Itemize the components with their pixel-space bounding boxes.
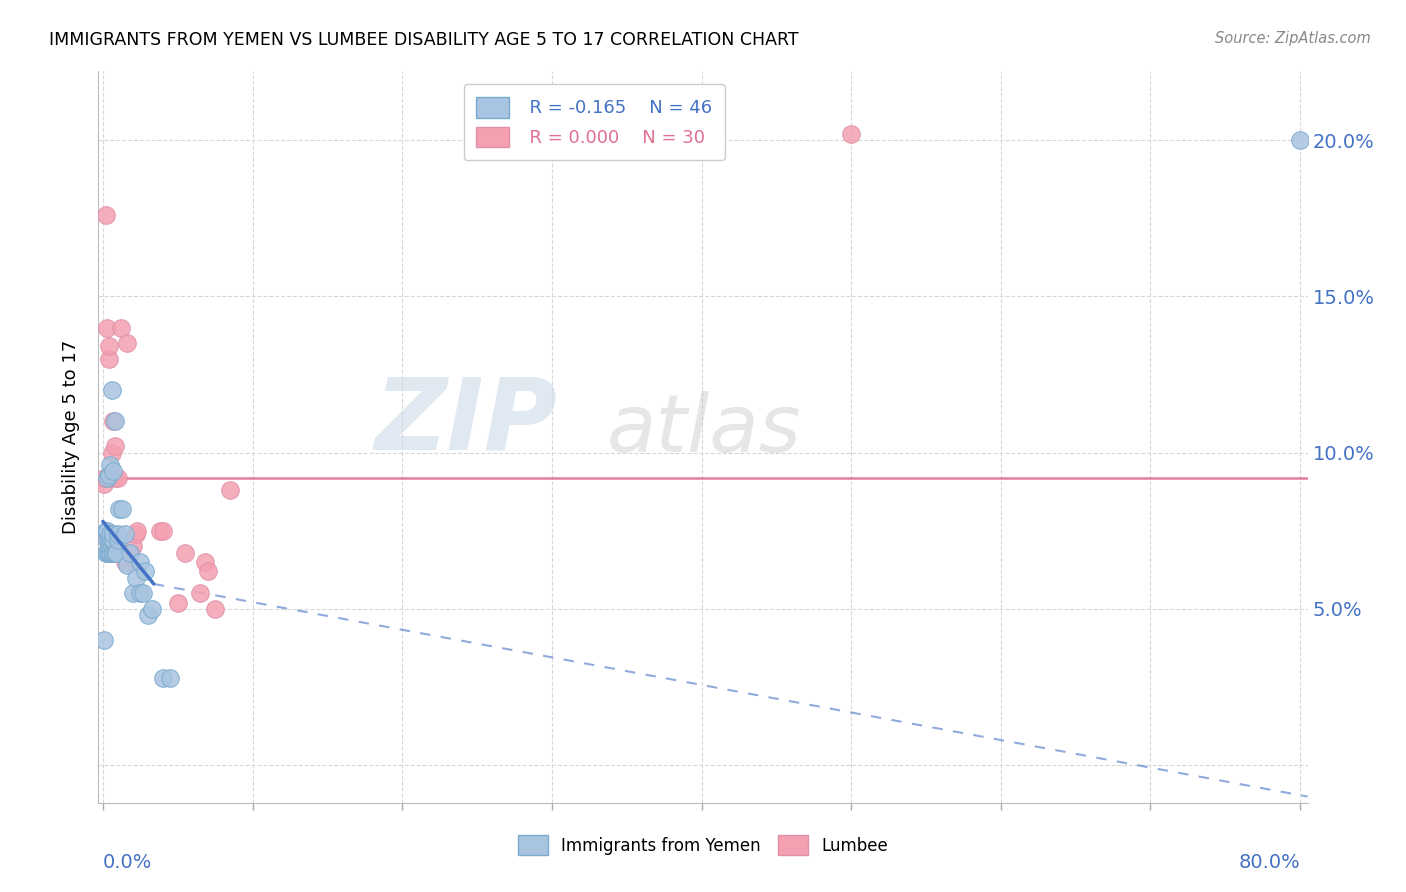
Point [107, 527, 129, 541]
Point [103, 546, 125, 560]
Point [101, 467, 124, 482]
Point [93, 477, 115, 491]
Point [104, 414, 127, 428]
Point [94, 546, 117, 560]
Point [101, 383, 124, 397]
Point [197, 565, 219, 579]
Point [127, 524, 149, 538]
Point [129, 555, 152, 569]
Point [96, 546, 118, 560]
Point [121, 586, 143, 600]
Text: Source: ZipAtlas.com: Source: ZipAtlas.com [1215, 31, 1371, 46]
Point [97, 542, 120, 557]
Point [97, 351, 120, 366]
Point [104, 440, 127, 454]
Point [104, 546, 127, 560]
Legend:   R = -0.165    N = 46,   R = 0.000    N = 30: R = -0.165 N = 46, R = 0.000 N = 30 [464, 84, 724, 160]
Point [94, 208, 117, 222]
Point [111, 502, 134, 516]
Point [114, 555, 136, 569]
Point [152, 524, 174, 538]
Point [107, 471, 129, 485]
Point [152, 671, 174, 685]
Point [105, 546, 128, 560]
Legend: Immigrants from Yemen, Lumbee: Immigrants from Yemen, Lumbee [512, 829, 894, 862]
Point [839, 127, 862, 141]
Point [97, 467, 120, 482]
Point [166, 596, 188, 610]
Point [100, 533, 122, 548]
Point [114, 527, 136, 541]
Point [101, 546, 124, 560]
Point [159, 671, 181, 685]
Point [107, 533, 129, 548]
Point [100, 546, 122, 560]
Point [115, 336, 138, 351]
Text: 80.0%: 80.0% [1239, 853, 1301, 871]
Point [94, 524, 117, 538]
Point [149, 524, 172, 538]
Point [100, 458, 122, 473]
Point [174, 546, 197, 560]
Point [1289, 133, 1312, 147]
Point [93, 471, 115, 485]
Point [97, 546, 120, 560]
Point [104, 471, 127, 485]
Point [125, 571, 148, 585]
Point [96, 533, 118, 548]
Text: 0.0%: 0.0% [103, 853, 152, 871]
Point [188, 586, 211, 600]
Point [121, 540, 143, 554]
Point [96, 524, 118, 538]
Point [96, 320, 118, 334]
Point [136, 608, 159, 623]
Point [93, 633, 115, 648]
Point [97, 339, 120, 353]
Point [108, 502, 131, 516]
Point [101, 446, 124, 460]
Point [96, 471, 118, 485]
Text: IMMIGRANTS FROM YEMEN VS LUMBEE DISABILITY AGE 5 TO 17 CORRELATION CHART: IMMIGRANTS FROM YEMEN VS LUMBEE DISABILI… [49, 31, 799, 49]
Point [103, 414, 125, 428]
Point [100, 540, 122, 554]
Point [134, 565, 156, 579]
Text: atlas: atlas [606, 391, 801, 469]
Point [194, 555, 217, 569]
Point [125, 527, 148, 541]
Point [97, 536, 120, 550]
Point [101, 533, 124, 548]
Point [97, 530, 120, 544]
Point [118, 546, 141, 560]
Point [103, 533, 125, 548]
Point [204, 602, 226, 616]
Point [100, 527, 122, 541]
Point [100, 471, 122, 485]
Y-axis label: Disability Age 5 to 17: Disability Age 5 to 17 [62, 340, 80, 534]
Point [115, 558, 138, 573]
Point [132, 586, 155, 600]
Point [101, 540, 124, 554]
Text: ZIP: ZIP [375, 374, 558, 471]
Point [129, 586, 152, 600]
Point [141, 602, 163, 616]
Point [110, 320, 132, 334]
Point [103, 465, 125, 479]
Point [103, 527, 125, 541]
Point [219, 483, 242, 498]
Point [118, 546, 141, 560]
